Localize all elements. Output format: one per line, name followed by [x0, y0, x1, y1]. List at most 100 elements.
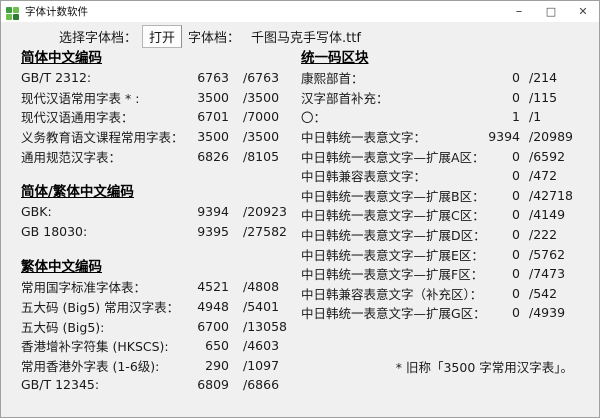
stat-label: 现代汉语通用字表： — [21, 110, 134, 126]
stat-total: /6592 — [529, 148, 566, 164]
open-button[interactable]: 打开 — [142, 24, 183, 48]
window-controls: – □ ✕ — [503, 1, 599, 22]
stat-label: 五大码 (Big5) 常用汉字表： — [21, 300, 180, 316]
stat-total: /6763 — [243, 70, 280, 86]
titlebar[interactable]: 字体计数软件 – □ ✕ — [1, 1, 599, 22]
stat-count: 9394 — [197, 204, 229, 220]
stat-total: /13058 — [243, 318, 287, 334]
section-traditional: 繁体中文编码 常用国字标准字体表： 4521 /4808 五大码 (Big5) … — [21, 258, 291, 395]
maximize-icon[interactable]: □ — [545, 5, 557, 18]
stat-row: 中日韩统一表意文字—扩展A区： 0 /6592 — [301, 146, 579, 166]
section-simplified: 简体中文编码 GB/T 2312: 6763 /6763 现代汉语常用字表 * … — [21, 49, 291, 166]
font-file-name: 千图马克手写体.ttf — [251, 30, 361, 46]
footnote: * 旧称「3500 字常用汉字表」。 — [395, 360, 573, 375]
stat-label: 〇： — [301, 110, 327, 126]
stat-label: 香港增补字符集 (HKSCS): — [21, 339, 169, 355]
stat-total: /222 — [529, 227, 558, 243]
app-icon — [6, 5, 19, 20]
stat-label: GBK: — [21, 204, 52, 220]
stat-count: 4948 — [197, 299, 229, 315]
stat-total: /6866 — [243, 377, 280, 393]
section-title: 简体中文编码 — [21, 50, 102, 66]
stat-count: 0 — [512, 148, 520, 164]
font-file-label: 字体档： — [188, 30, 241, 46]
stat-row: 常用香港外字表 (1-6级): 290 /1097 — [21, 356, 291, 376]
stat-row: 中日韩兼容表意文字： 0 /472 — [301, 166, 579, 186]
stat-row: GB/T 2312: 6763 /6763 — [21, 68, 291, 88]
stat-total: /542 — [529, 285, 558, 301]
stat-count: 0 — [512, 168, 520, 184]
stat-row: 五大码 (Big5): 6700 /13058 — [21, 316, 291, 336]
stat-row: 中日韩统一表意文字—扩展D区： 0 /222 — [301, 225, 579, 245]
stat-row: 常用国字标准字体表： 4521 /4808 — [21, 277, 291, 297]
stat-row: 汉字部首补充： 0 /115 — [301, 88, 579, 108]
stat-total: /4939 — [529, 305, 566, 321]
stat-row: 中日韩兼容表意文字（补充区）： 0 /542 — [301, 284, 579, 304]
section-title: 繁体中文编码 — [21, 259, 102, 276]
window-title: 字体计数软件 — [25, 6, 88, 18]
stat-row: 通用规范汉字表： 6826 /8105 — [21, 146, 291, 166]
stat-row: 中日韩统一表意文字—扩展F区： 0 /7473 — [301, 264, 579, 284]
stat-total: /20923 — [243, 204, 287, 220]
stat-count: 6809 — [197, 377, 229, 393]
section-title: 简体/繁体中文编码 — [21, 183, 134, 200]
stat-row: 〇： 1 /1 — [301, 107, 579, 127]
stat-label: 中日韩统一表意文字—扩展B区： — [301, 188, 480, 204]
stat-total: /4808 — [243, 279, 280, 295]
stat-row: GBK: 9394 /20923 — [21, 202, 291, 222]
stat-count: 6701 — [197, 109, 229, 125]
stat-count: 9394 — [488, 129, 520, 145]
stat-total: /7473 — [529, 266, 566, 282]
minimize-icon[interactable]: – — [515, 4, 523, 19]
stat-label: 常用国字标准字体表： — [21, 280, 147, 296]
stat-label: 中日韩统一表意文字—扩展F区： — [301, 267, 480, 283]
stat-count: 0 — [512, 266, 520, 282]
stat-label: 中日韩兼容表意文字（补充区）： — [301, 286, 480, 302]
stat-row: 康熙部首： 0 /214 — [301, 68, 579, 88]
stat-label: 中日韩兼容表意文字： — [301, 169, 427, 185]
stat-row: GB/T 12345: 6809 /6866 — [21, 375, 291, 395]
stat-row: 中日韩统一表意文字—扩展B区： 0 /42718 — [301, 186, 579, 206]
stat-total: /3500 — [243, 89, 280, 105]
stat-row: GB 18030: 9395 /27582 — [21, 222, 291, 242]
stat-count: 1 — [512, 109, 520, 125]
stat-label: GB/T 12345: — [21, 377, 100, 393]
stat-count: 0 — [512, 285, 520, 301]
stat-count: 4521 — [197, 279, 229, 295]
stat-count: 0 — [512, 89, 520, 105]
stat-label: 现代汉语常用字表 * : — [21, 90, 140, 106]
select-font-label: 选择字体档： — [59, 30, 138, 46]
stat-total: /8105 — [243, 148, 280, 164]
stat-count: 3500 — [197, 129, 229, 145]
stat-total: /7000 — [243, 109, 280, 125]
stat-row: 香港增补字符集 (HKSCS): 650 /4603 — [21, 336, 291, 356]
unicode-column: 统一码区块 康熙部首： 0 /214 汉字部首补充： 0 /115 〇： 1 /… — [301, 49, 579, 323]
stat-label: 汉字部首补充： — [301, 90, 389, 106]
stat-row: 中日韩统一表意文字： 9394 /20989 — [301, 127, 579, 147]
stat-total: /115 — [529, 89, 558, 105]
stat-label: 常用香港外字表 (1-6级): — [21, 358, 160, 374]
stat-total: /42718 — [529, 187, 573, 203]
stat-count: 0 — [512, 305, 520, 321]
stat-row: 中日韩统一表意文字—扩展G区： 0 /4939 — [301, 303, 579, 323]
stat-total: /27582 — [243, 223, 287, 239]
stat-count: 6826 — [197, 148, 229, 164]
stat-total: /4149 — [529, 207, 566, 223]
stat-total: /472 — [529, 168, 558, 184]
stat-count: 0 — [512, 187, 520, 203]
stat-total: /5762 — [529, 246, 566, 262]
stat-row: 现代汉语常用字表 * : 3500 /3500 — [21, 88, 291, 108]
stat-count: 3500 — [197, 89, 229, 105]
stat-row: 五大码 (Big5) 常用汉字表： 4948 /5401 — [21, 297, 291, 317]
stat-count: 0 — [512, 227, 520, 243]
close-icon[interactable]: ✕ — [578, 5, 588, 18]
stat-total: /3500 — [243, 129, 280, 145]
stat-row: 现代汉语通用字表： 6701 /7000 — [21, 107, 291, 127]
stat-label: 中日韩统一表意文字—扩展G区： — [301, 306, 480, 322]
stat-total: /214 — [529, 70, 558, 86]
stat-label: 中日韩统一表意文字： — [301, 130, 427, 146]
stat-total: /1 — [529, 109, 542, 125]
stat-count: 9395 — [197, 223, 229, 239]
section-simplified-traditional: 简体/繁体中文编码 GBK: 9394 /20923 GB 18030: 939… — [21, 183, 291, 241]
